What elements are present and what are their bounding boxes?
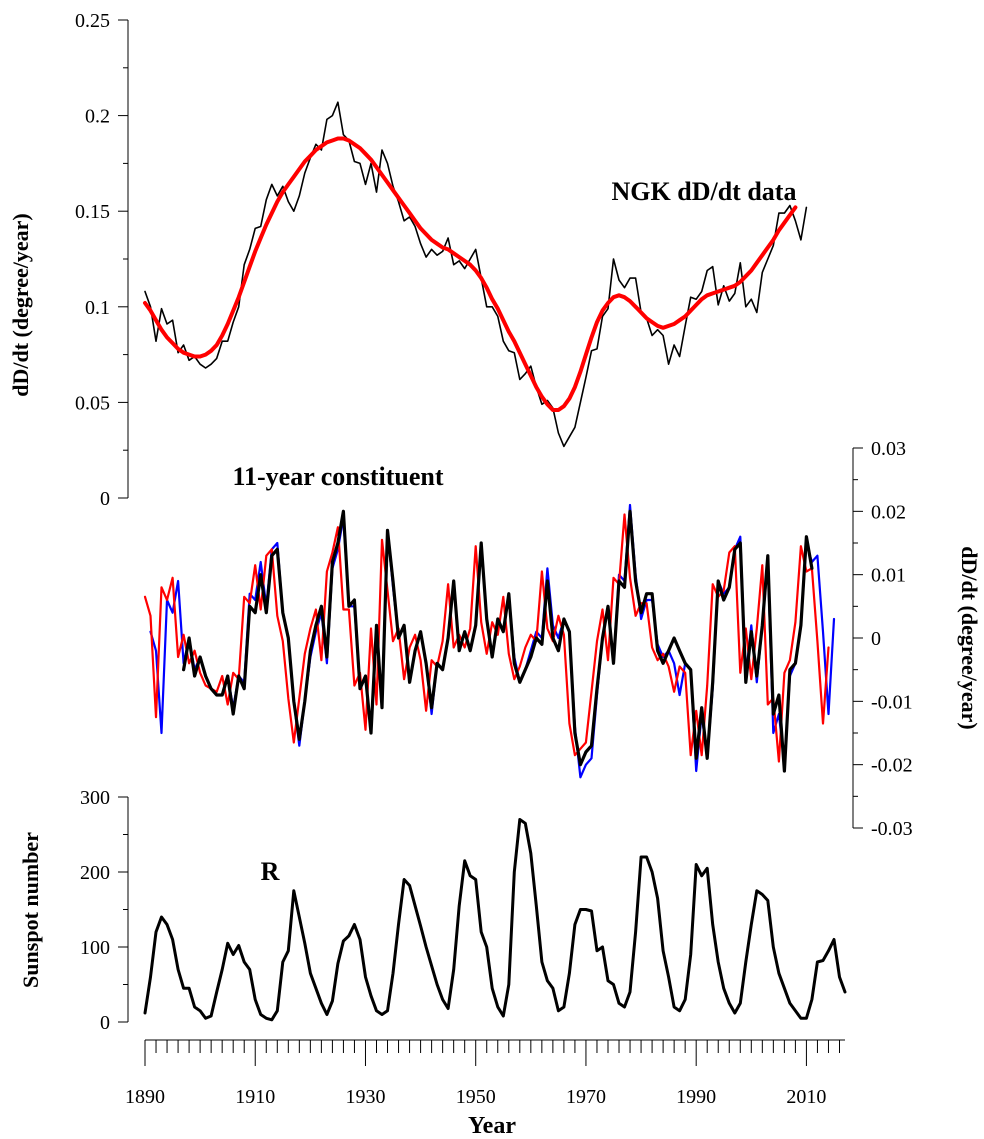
p1-y-axis-title: dD/dt (degree/year)	[8, 213, 33, 397]
x-axis-marks: 1890 1910 1930 1950 1970 1990 2010	[125, 1039, 845, 1108]
series-line-black	[182, 509, 814, 773]
series-line-red	[143, 136, 798, 412]
x-tick-label: 1930	[345, 1086, 385, 1108]
y-tick-label: 0.15	[75, 201, 110, 223]
y-tick-label: 0	[100, 1012, 110, 1034]
panel-sunspot: 0 100 200 300 Sunspot number R	[18, 787, 847, 1034]
p1-annotation: NGK dD/dt data	[612, 177, 797, 206]
y-tick-label: 0.03	[871, 438, 906, 460]
x-tick-label: 1990	[676, 1086, 716, 1108]
p2-annotation: 11-year constituent	[232, 462, 443, 491]
y-tick-label: 0.2	[85, 106, 110, 128]
p1-y-axis: 0 0.05 0.1 0.15 0.2 0.25	[75, 10, 129, 510]
y-tick-label: 100	[80, 937, 110, 959]
y-tick-label: 0	[871, 628, 881, 650]
p3-y-axis-title: Sunspot number	[18, 832, 43, 988]
y-tick-label: 300	[80, 787, 110, 809]
x-tick-label: 2010	[786, 1086, 826, 1108]
p2-series	[143, 503, 836, 779]
y-tick-label: -0.03	[871, 818, 913, 840]
p3-series	[143, 818, 847, 1022]
series-line-blue	[149, 503, 836, 779]
y-tick-label: 0.05	[75, 392, 110, 414]
y-tick-label: 0	[100, 488, 110, 510]
x-tick-label: 1950	[456, 1086, 496, 1108]
p3-annotation: R	[261, 857, 280, 886]
y-tick-label: 0.01	[871, 565, 906, 587]
y-tick-label: -0.01	[871, 691, 913, 713]
series-line-black	[143, 818, 847, 1022]
p3-y-axis: 0 100 200 300	[80, 787, 129, 1034]
panel-ngk: 00.050.10.150.20.25 dD/dt (degree/year) …	[8, 10, 808, 510]
x-axis: 1890 1910 1930 1950 1970 1990 2010 Year	[125, 1039, 845, 1139]
x-tick-label: 1970	[566, 1086, 606, 1108]
y-tick-label: 0.1	[85, 297, 110, 319]
x-axis-title: Year	[468, 1113, 516, 1139]
y-tick-label: 200	[80, 862, 110, 884]
p2-y-axis-title: dD/dt (degree/year)	[957, 546, 982, 730]
x-tick-label: 1910	[235, 1086, 275, 1108]
y-tick-label: -0.02	[871, 755, 913, 777]
y-tick-label: 0.02	[871, 501, 906, 523]
x-tick-label: 1890	[125, 1086, 165, 1108]
y-tick-label: 0.25	[75, 10, 110, 32]
series-line-black	[144, 101, 808, 448]
p1-series	[143, 101, 808, 448]
p2-y-axis: -0.03 -0.02 -0.01 0 0.01 0.02 0.03	[852, 438, 913, 840]
panel-11yr: -0.03 -0.02 -0.01 0 0.01 0.02 0.03 dD/dt (degr…	[143, 438, 982, 840]
